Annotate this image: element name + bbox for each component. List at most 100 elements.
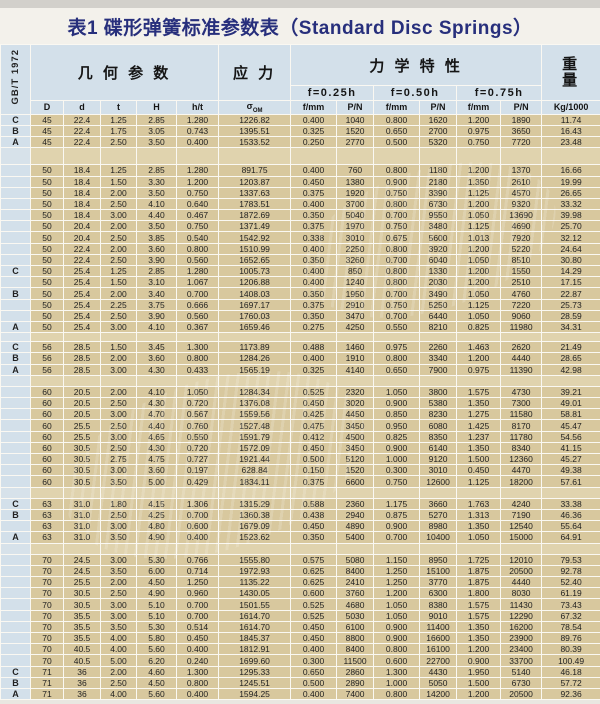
- table-cell: 4.65: [137, 431, 177, 442]
- table-cell: 40.5: [64, 644, 101, 655]
- table-cell: 0.338: [291, 232, 337, 243]
- table-cell: 3.50: [101, 532, 137, 543]
- table-row: 60 30.5 3.50 5.00 0.429 1834.11 0.375 66…: [1, 476, 600, 487]
- table-cell: 1.200: [457, 266, 501, 277]
- table-cell: 0.800: [177, 243, 219, 254]
- table-cell: [542, 543, 600, 554]
- table-cell: 0.600: [291, 588, 337, 599]
- table-cell: 4.60: [137, 666, 177, 677]
- table-cell: [64, 487, 101, 498]
- table-cell: 3010: [420, 465, 457, 476]
- table-cell: 5320: [420, 137, 457, 148]
- table-cell: 22.4: [64, 125, 101, 136]
- table-cell: 70: [31, 610, 64, 621]
- table-cell: 2320: [337, 386, 374, 397]
- table-cell: 4890: [337, 521, 374, 532]
- table-cell: 1380: [337, 176, 374, 187]
- table-cell: [137, 375, 177, 386]
- table-cell: 100.49: [542, 655, 600, 666]
- table-cell: 4.10: [137, 198, 177, 209]
- table-cell: 1.500: [457, 454, 501, 465]
- table-row: A 56 28.5 3.00 4.30 0.433 1565.19 0.325 …: [1, 364, 600, 375]
- table-cell: 7190: [501, 509, 542, 520]
- table-cell: 33.38: [542, 498, 600, 509]
- table-cell: 0.400: [291, 353, 337, 364]
- table-cell: 4730: [501, 386, 542, 397]
- table-cell: 60: [31, 454, 64, 465]
- row-class-label: [1, 644, 31, 655]
- table-cell: 1501.55: [219, 599, 291, 610]
- table-cell: 23400: [501, 644, 542, 655]
- table-row: C 45 22.4 1.25 2.85 1.280 1226.82 0.400 …: [1, 114, 600, 125]
- table-cell: [337, 333, 374, 342]
- table-cell: 2510: [501, 277, 542, 288]
- table-cell: 1.313: [457, 509, 501, 520]
- table-cell: 4.15: [137, 498, 177, 509]
- table-cell: 57.61: [542, 476, 600, 487]
- table-cell: 70: [31, 577, 64, 588]
- table-cell: 52.40: [542, 577, 600, 588]
- table-cell: 1.050: [457, 532, 501, 543]
- table-cell: 4440: [501, 577, 542, 588]
- table-cell: 1890: [501, 114, 542, 125]
- table-cell: 3.60: [137, 353, 177, 364]
- table-cell: 2.00: [101, 353, 137, 364]
- table-cell: 1.200: [457, 277, 501, 288]
- table-cell: 5140: [501, 666, 542, 677]
- table-cell: 1.350: [457, 398, 501, 409]
- table-cell: 0.375: [291, 476, 337, 487]
- table-cell: 0.640: [177, 198, 219, 209]
- table-cell: 0.700: [374, 210, 420, 221]
- table-cell: 2.50: [101, 232, 137, 243]
- table-cell: 57.72: [542, 677, 600, 688]
- table-cell: 0.743: [177, 125, 219, 136]
- row-class-label: [1, 610, 31, 621]
- table-cell: 1533.52: [219, 137, 291, 148]
- table-cell: 14.29: [542, 266, 600, 277]
- table-row: 50 25.4 2.25 3.75 0.666 1697.17 0.375 29…: [1, 299, 600, 310]
- table-row: 70 40.5 4.00 5.60 0.400 1812.91 0.400 84…: [1, 644, 600, 655]
- table-cell: 0.750: [177, 221, 219, 232]
- table-cell: [31, 333, 64, 342]
- table-cell: 0.900: [374, 176, 420, 187]
- table-cell: 5.30: [137, 621, 177, 632]
- table-cell: 1679.09: [219, 521, 291, 532]
- table-cell: 2.00: [101, 221, 137, 232]
- table-cell: 1135.22: [219, 577, 291, 588]
- row-class-label: C: [1, 666, 31, 677]
- table-cell: 2610: [501, 176, 542, 187]
- table-cell: 0.727: [177, 454, 219, 465]
- table-cell: 0.666: [177, 299, 219, 310]
- table-cell: 6140: [420, 442, 457, 453]
- table-cell: 6730: [420, 198, 457, 209]
- col-header-d: d: [64, 101, 101, 115]
- row-class-label: [1, 621, 31, 632]
- row-class-label: [1, 543, 31, 554]
- table-cell: 71: [31, 677, 64, 688]
- row-class-label: [1, 442, 31, 453]
- col-header-f3: f/mm: [457, 101, 501, 115]
- table-cell: 24.64: [542, 243, 600, 254]
- table-cell: 3.00: [101, 210, 137, 221]
- deflection-050h-header: f=0.50h: [374, 86, 457, 101]
- table-cell: 78.54: [542, 621, 600, 632]
- table-cell: 60: [31, 386, 64, 397]
- table-cell: 1970: [337, 221, 374, 232]
- table-cell: 1206.88: [219, 277, 291, 288]
- table-cell: 5.10: [137, 599, 177, 610]
- table-cell: 1.350: [457, 621, 501, 632]
- table-row: A 71 36 4.00 5.60 0.400 1594.25 0.400 74…: [1, 688, 600, 699]
- table-cell: 0.450: [291, 398, 337, 409]
- table-cell: 30.5: [64, 476, 101, 487]
- table-body: C 45 22.4 1.25 2.85 1.280 1226.82 0.400 …: [1, 114, 600, 699]
- table-cell: 0.412: [291, 431, 337, 442]
- table-cell: 0.650: [291, 666, 337, 677]
- table-cell: 3340: [420, 353, 457, 364]
- table-cell: 0.300: [291, 655, 337, 666]
- table-cell: 1180: [420, 165, 457, 176]
- table-cell: 60: [31, 431, 64, 442]
- table-cell: [291, 487, 337, 498]
- table-cell: 6.00: [137, 565, 177, 576]
- table-cell: 80.39: [542, 644, 600, 655]
- table-cell: 56: [31, 342, 64, 353]
